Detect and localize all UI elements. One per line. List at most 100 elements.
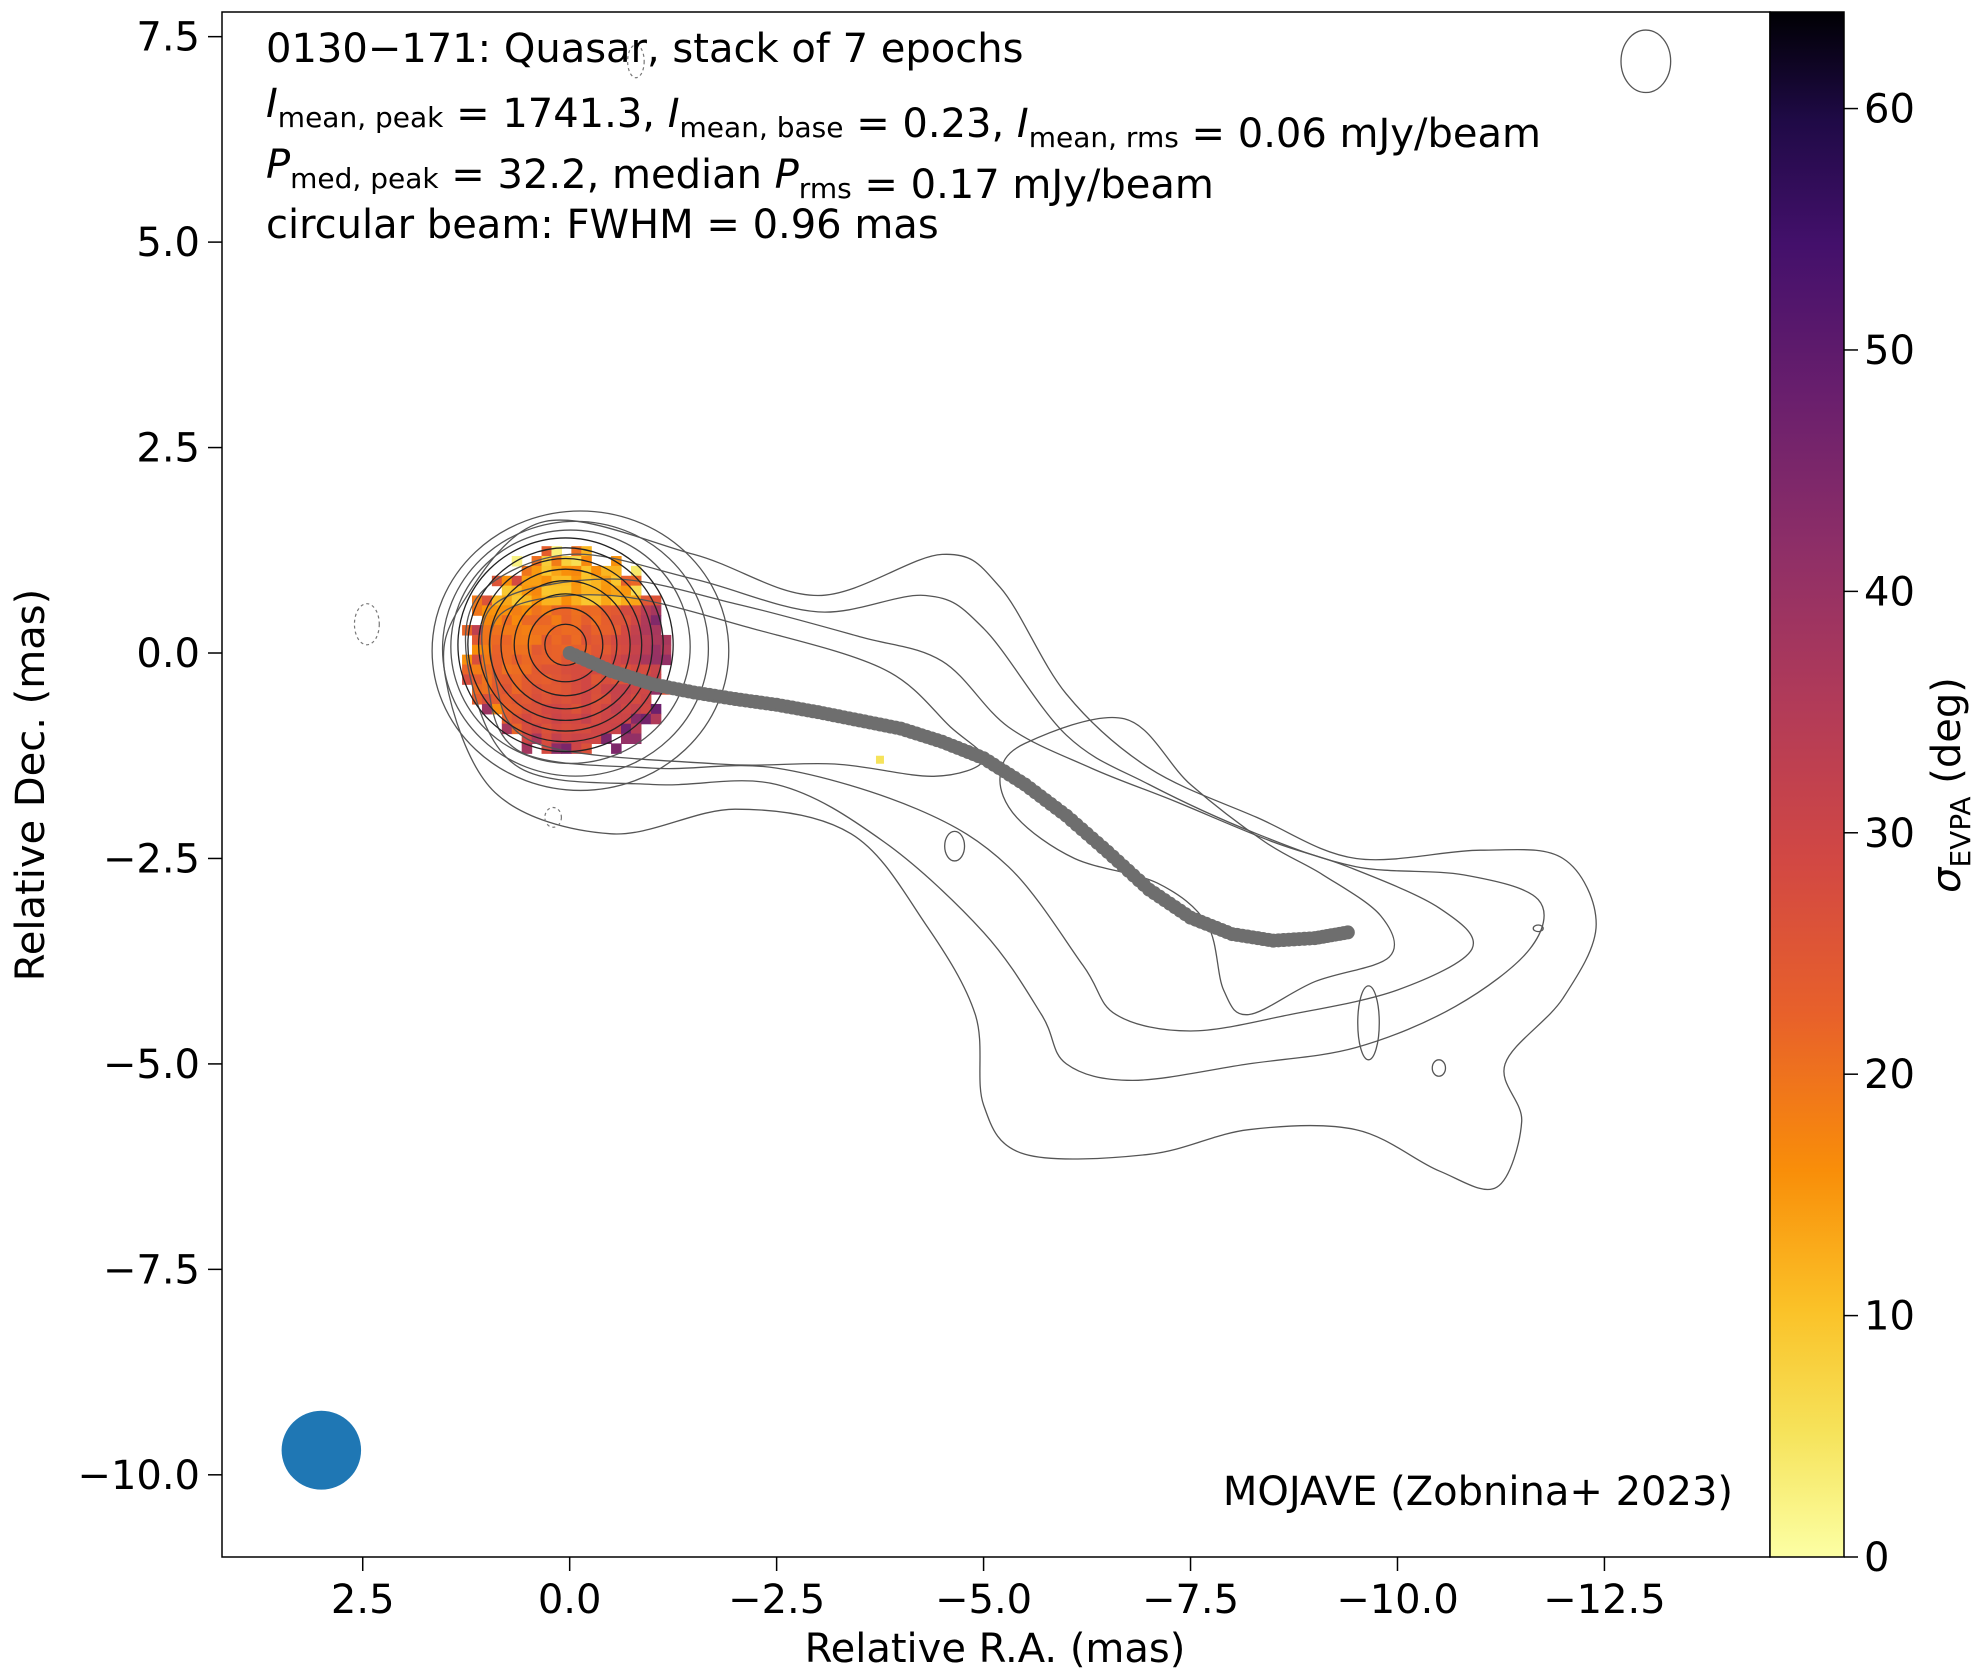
polarization-pixel [471,634,483,646]
polarization-pixel [531,644,543,656]
polarization-pixel [640,703,652,715]
polarization-pixel [601,595,612,606]
polarization-pixel [481,644,493,656]
polarization-pixel [601,605,612,616]
polarization-pixel [611,615,622,626]
polarization-pixel [541,713,553,725]
colorbar-label-sub: EVPA [1944,796,1977,867]
polarization-pixel [491,644,503,656]
polarization-pixel [571,585,582,597]
polarization-pixel [875,755,884,764]
core-contour [544,623,587,666]
polarization-pixel [571,733,582,745]
polarization-pixel [630,694,642,705]
colorbar-tick-label: 20 [1864,1052,1915,1098]
core-contour [431,510,730,792]
core-contour [467,547,664,743]
polarization-pixel [611,625,622,636]
colorbar-ticks: 0 10 20 30 40 50 60 [1844,87,1915,1581]
polarization-pixel [521,664,533,675]
polarization-pixel [571,703,582,715]
contour-line [489,594,985,777]
title-line-1: 0130−171: Quasar, stack of 7 epochs [266,26,1023,72]
polarization-pixel [501,605,513,616]
contour-island [1620,29,1672,94]
y-axis-ticks: 7.5 5.0 2.5 0.0 −2.5 −5.0 −7.5 −10.0 [77,15,222,1499]
colorbar-tick-label: 60 [1864,87,1915,133]
annotation-block: 0130−171: Quasar, stack of 7 epochs Imea… [266,26,1541,248]
polarization-pixel [561,743,572,754]
polarization-pixel [630,664,642,675]
text-part-1: = 1741.3, [443,91,667,137]
polarization-pixel [551,585,563,597]
polarization-pixel [481,625,493,636]
polarization-pixel [650,595,662,606]
polarization-pixel [591,625,602,636]
polarization-pixel [621,575,632,587]
polarization-pixel [521,694,533,705]
subscript-2: mean, base [680,111,844,144]
polarization-pixel [611,684,622,695]
polarization-pixel [621,605,632,616]
polarization-pixel [541,684,553,695]
polarization-pixel [541,615,553,626]
polarization-pixel [581,634,592,646]
polarization-pixel [611,595,622,606]
colorbar-tick-label: 0 [1864,1535,1889,1581]
polarization-pixel [561,694,572,705]
polarization-pixel [601,585,612,597]
symbol-2: I [668,91,680,137]
polarization-pixel [621,723,632,735]
x-axis-ticks: 2.5 0.0 −2.5 −5.0 −7.5 −10.0 −12.5 [331,1557,1666,1623]
polarization-pixel [471,694,483,705]
polarization-pixel [630,654,642,666]
polarization-pixel [481,664,493,675]
jet-ridgeline [562,646,1355,948]
polarization-pixel [581,595,592,606]
polarization-pixel [521,634,533,646]
polarization-pixel [630,684,642,695]
polarization-pixel [521,575,533,587]
polarization-pixel [630,595,642,606]
polarization-pixel [491,674,503,685]
polarization-pixel [541,634,553,646]
polarization-pixel [571,565,582,577]
polarization-pixel [611,575,622,587]
negative-contour [627,44,645,79]
polarization-pixel [531,595,543,606]
x-axis-label: Relative R.A. (mas) [805,1626,1186,1672]
polarization-pixel [521,703,533,715]
contour-island [1431,1059,1447,1077]
polarization-pixel [591,723,602,735]
polarization-pixel [511,575,523,587]
polarization-pixel [491,694,503,705]
polarization-pixel [601,654,612,666]
polarization-pixel [501,625,513,636]
polarization-pixel [611,605,622,616]
polarization-pixel [581,733,592,745]
polarization-pixel [611,713,622,725]
polarization-pixel [551,684,563,695]
polarization-pixel [571,684,582,695]
polarization-pixel [650,615,662,626]
polarization-pixel [601,713,612,725]
polarization-pixel [581,644,592,656]
polarization-pixel [571,723,582,735]
polarization-pixel [650,713,662,725]
polarization-pixel [551,634,563,646]
polarization-pixel [581,684,592,695]
subscript-2: rms [799,172,852,205]
polarization-pixel [501,634,513,646]
polarization-pixel [551,605,563,616]
polarization-pixel [541,664,553,675]
polarization-pixel [621,634,632,646]
y-tick-label: 7.5 [136,15,200,61]
polarization-pixel [531,723,543,735]
polarization-pixel [601,723,612,735]
polarization-pixel [591,585,602,597]
polarization-pixel [581,565,592,577]
polarization-pixel [511,674,523,685]
polarization-pixel [630,625,642,636]
polarization-pixel [601,644,612,656]
polarization-pixel [571,546,582,557]
